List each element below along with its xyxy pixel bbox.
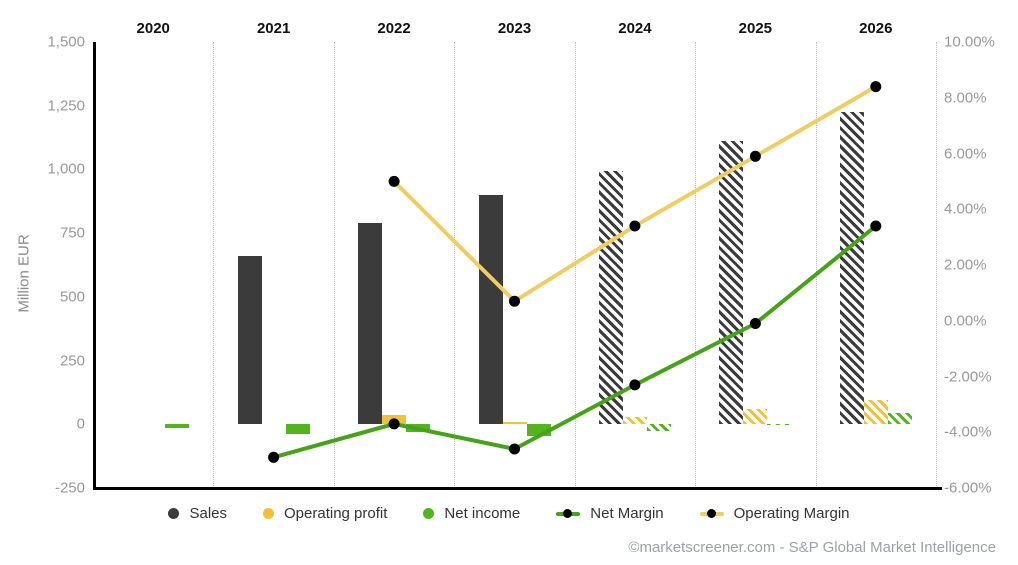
bar-net-income-2026 — [887, 412, 912, 425]
left-axis-tick: 750 — [59, 224, 85, 242]
footer-credit: ©marketscreener.com - S&P Global Market … — [628, 539, 996, 556]
chart-legend: Sales Operating profit Net income Net Margi… — [0, 505, 1018, 522]
marker-operating-margin — [388, 175, 400, 187]
bottom-axis-line — [93, 487, 942, 490]
marker-net-margin — [509, 443, 520, 455]
right-axis-tick: 8.00% — [944, 89, 987, 107]
lines-layer — [268, 81, 882, 463]
marker-operating-margin — [629, 220, 641, 232]
bar-sales-2021 — [237, 256, 262, 425]
vertical-gridline — [936, 42, 937, 488]
bar-operating-profit-2025 — [743, 408, 768, 425]
right-axis-tick: -6.00% — [944, 479, 992, 497]
left-axis-tick: 1,000 — [47, 160, 85, 178]
right-axis-tick: -4.00% — [944, 423, 992, 441]
bar-net-income-2025 — [767, 424, 792, 426]
legend-label: Sales — [189, 505, 227, 522]
vertical-gridline — [695, 42, 697, 488]
plot-area — [93, 42, 936, 488]
left-axis-line — [93, 42, 96, 488]
legend-item-net-income[interactable]: Net income — [423, 505, 520, 522]
line-net-margin — [271, 224, 878, 460]
bar-net-income-2020 — [165, 424, 190, 429]
year-label: 2020 — [136, 20, 170, 37]
left-axis-tick: -250 — [54, 479, 85, 497]
year-label: 2021 — [256, 20, 291, 37]
line-operating-margin — [392, 84, 878, 304]
left-axis-tick: 250 — [59, 352, 85, 370]
year-label: 2024 — [618, 20, 652, 37]
right-axis-tick: 2.00% — [944, 256, 987, 274]
left-axis-tick: 500 — [59, 288, 85, 306]
left-axis-title: Million EUR — [15, 234, 33, 313]
legend-label: Operating profit — [284, 505, 388, 522]
bar-operating-profit-2026 — [863, 400, 888, 425]
bar-operating-profit-2024 — [622, 416, 647, 425]
right-axis-tick: 6.00% — [944, 145, 987, 162]
sales-dot-icon — [168, 508, 180, 519]
legend-label: Net income — [444, 505, 521, 522]
bar-sales-2026 — [839, 112, 864, 425]
legend-label: Operating Margin — [733, 505, 850, 522]
bar-sales-2025 — [719, 141, 744, 425]
legend-label: Net Margin — [590, 505, 664, 522]
left-axis-tick: 0 — [76, 415, 85, 433]
bar-net-income-2023 — [526, 424, 551, 436]
year-label: 2023 — [497, 20, 532, 37]
vertical-gridline — [454, 42, 456, 488]
left-axis-tick: 1,250 — [47, 97, 85, 115]
right-axis-tick: 10.00% — [944, 33, 995, 51]
vertical-gridline — [333, 42, 335, 488]
marker-net-margin — [268, 451, 280, 463]
year-label: 2025 — [738, 20, 773, 37]
bar-sales-2023 — [478, 194, 503, 425]
bar-net-income-2021 — [285, 424, 310, 435]
legend-item-operating-margin[interactable]: Operating Margin — [699, 505, 850, 522]
marker-operating-margin — [509, 295, 520, 307]
legend-item-sales[interactable]: Sales — [168, 505, 227, 522]
vertical-gridline — [815, 42, 817, 488]
marker-operating-margin — [870, 81, 882, 93]
right-axis-tick: -2.00% — [944, 368, 992, 385]
legend-item-net-margin[interactable]: Net Margin — [556, 505, 664, 522]
legend-item-operating-profit[interactable]: Operating profit — [263, 505, 387, 522]
operating-profit-dot-icon — [263, 508, 274, 519]
left-axis-tick: 1,500 — [47, 33, 85, 51]
marker-net-margin — [749, 318, 761, 329]
right-axis-tick: 4.00% — [944, 200, 987, 218]
bar-operating-profit-2023 — [502, 422, 527, 425]
net-margin-line-icon — [556, 508, 581, 519]
marker-operating-margin — [749, 150, 761, 162]
year-label: 2026 — [859, 20, 893, 37]
operating-margin-line-icon — [699, 508, 724, 519]
marker-net-margin — [870, 220, 882, 232]
year-label: 2022 — [377, 20, 411, 37]
marker-net-margin — [388, 418, 400, 430]
net-income-dot-icon — [423, 508, 435, 519]
bar-sales-2024 — [598, 170, 623, 425]
vertical-gridline — [213, 42, 215, 488]
right-axis-tick: 0.00% — [944, 312, 987, 330]
bar-sales-2022 — [358, 222, 383, 425]
marker-net-margin — [629, 379, 641, 391]
bar-net-income-2024 — [646, 424, 671, 431]
